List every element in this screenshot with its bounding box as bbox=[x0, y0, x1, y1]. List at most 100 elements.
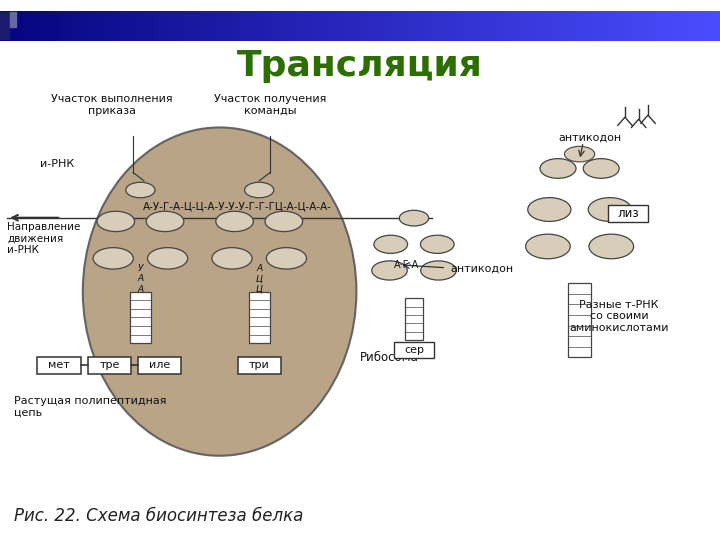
Bar bbox=[24, 11, 27, 40]
Bar bbox=[657, 11, 660, 40]
Bar bbox=[153, 11, 156, 40]
Bar bbox=[490, 11, 492, 40]
Bar bbox=[670, 11, 672, 40]
Bar bbox=[81, 11, 84, 40]
Bar bbox=[677, 11, 679, 40]
Bar bbox=[401, 11, 403, 40]
Bar bbox=[367, 11, 369, 40]
Bar bbox=[14, 11, 17, 40]
Bar bbox=[600, 11, 603, 40]
Bar bbox=[451, 11, 454, 40]
Bar bbox=[384, 11, 387, 40]
Bar bbox=[166, 11, 168, 40]
Bar bbox=[161, 11, 163, 40]
Bar bbox=[480, 11, 482, 40]
Bar bbox=[643, 11, 646, 40]
Bar bbox=[0, 11, 2, 40]
Bar bbox=[535, 11, 538, 40]
Bar bbox=[343, 11, 346, 40]
Bar bbox=[158, 11, 161, 40]
Bar bbox=[470, 11, 473, 40]
Bar bbox=[624, 11, 626, 40]
Bar bbox=[684, 11, 686, 40]
Bar bbox=[554, 11, 557, 40]
Bar bbox=[163, 11, 166, 40]
Bar bbox=[696, 11, 698, 40]
Bar bbox=[456, 11, 459, 40]
Bar bbox=[549, 11, 552, 40]
Bar bbox=[74, 11, 77, 40]
Bar bbox=[621, 11, 624, 40]
Ellipse shape bbox=[420, 261, 456, 280]
Bar bbox=[250, 11, 252, 40]
Bar bbox=[593, 11, 595, 40]
Bar bbox=[171, 11, 173, 40]
Bar bbox=[137, 11, 139, 40]
Bar bbox=[667, 11, 670, 40]
Bar bbox=[261, 11, 264, 40]
Bar bbox=[149, 11, 151, 40]
Bar bbox=[108, 11, 110, 40]
Bar bbox=[523, 11, 526, 40]
Bar bbox=[502, 11, 504, 40]
Bar bbox=[243, 11, 245, 40]
Bar bbox=[410, 11, 413, 40]
Bar bbox=[295, 11, 297, 40]
Bar bbox=[130, 292, 150, 343]
Text: сер: сер bbox=[404, 345, 424, 355]
Bar bbox=[238, 11, 240, 40]
Bar bbox=[533, 11, 535, 40]
Bar bbox=[348, 11, 351, 40]
Bar bbox=[168, 11, 171, 40]
Bar bbox=[271, 11, 274, 40]
Bar bbox=[387, 11, 389, 40]
Bar bbox=[79, 11, 81, 40]
Bar bbox=[125, 11, 127, 40]
Bar bbox=[542, 11, 545, 40]
Bar bbox=[269, 11, 271, 40]
Bar bbox=[521, 11, 523, 40]
Bar bbox=[477, 11, 480, 40]
Text: и-РНК: и-РНК bbox=[40, 159, 74, 170]
Bar bbox=[509, 11, 511, 40]
Bar bbox=[65, 11, 67, 40]
Bar bbox=[60, 11, 63, 40]
Bar bbox=[653, 11, 655, 40]
Bar bbox=[362, 11, 365, 40]
Bar bbox=[192, 11, 194, 40]
Bar bbox=[475, 11, 477, 40]
Bar bbox=[180, 11, 182, 40]
Bar bbox=[53, 11, 55, 40]
Bar bbox=[629, 11, 631, 40]
Bar bbox=[408, 11, 410, 40]
Bar bbox=[22, 11, 24, 40]
Text: антикодон: антикодон bbox=[558, 133, 621, 143]
Bar bbox=[511, 11, 513, 40]
Bar bbox=[513, 11, 516, 40]
Bar bbox=[365, 11, 367, 40]
Bar bbox=[557, 11, 559, 40]
Bar bbox=[96, 11, 99, 40]
Ellipse shape bbox=[216, 211, 253, 232]
Bar bbox=[310, 11, 312, 40]
Bar bbox=[374, 11, 377, 40]
Bar bbox=[595, 11, 598, 40]
Bar bbox=[559, 11, 562, 40]
Bar bbox=[245, 11, 247, 40]
Bar bbox=[528, 11, 531, 40]
Bar bbox=[9, 11, 12, 40]
Text: А-У-Г-А-Ц-Ц-А-У-У-У-Г-Г-ГЦ-А-Ц-А-А-: А-У-Г-А-Ц-Ц-А-У-У-У-Г-Г-ГЦ-А-Ц-А-А- bbox=[143, 201, 332, 212]
Bar bbox=[463, 11, 466, 40]
Bar bbox=[641, 11, 643, 40]
Ellipse shape bbox=[212, 248, 252, 269]
Bar bbox=[45, 11, 48, 40]
Bar bbox=[715, 11, 718, 40]
Text: три: три bbox=[249, 361, 269, 370]
Bar bbox=[175, 11, 178, 40]
Bar bbox=[398, 11, 401, 40]
Bar bbox=[326, 11, 329, 40]
Bar bbox=[300, 11, 302, 40]
Bar bbox=[650, 11, 653, 40]
Bar bbox=[405, 11, 408, 40]
Bar bbox=[466, 11, 468, 40]
